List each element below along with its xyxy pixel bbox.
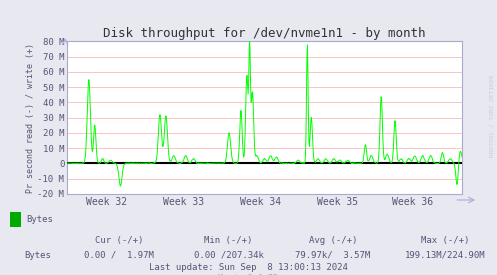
Text: 0.00 /  1.97M: 0.00 / 1.97M bbox=[84, 251, 154, 260]
Title: Disk throughput for /dev/nvme1n1 - by month: Disk throughput for /dev/nvme1n1 - by mo… bbox=[103, 27, 426, 40]
Text: Munin 2.0.73: Munin 2.0.73 bbox=[219, 274, 278, 275]
Text: Min (-/+): Min (-/+) bbox=[204, 236, 253, 245]
Text: Max (-/+): Max (-/+) bbox=[420, 236, 469, 245]
Text: Last update: Sun Sep  8 13:00:13 2024: Last update: Sun Sep 8 13:00:13 2024 bbox=[149, 263, 348, 272]
Text: 199.13M/224.90M: 199.13M/224.90M bbox=[405, 251, 485, 260]
Text: RRDTOOL / TOBI OETIKER: RRDTOOL / TOBI OETIKER bbox=[490, 74, 495, 157]
Text: 0.00 /207.34k: 0.00 /207.34k bbox=[194, 251, 263, 260]
Text: Bytes: Bytes bbox=[24, 251, 51, 260]
Text: Cur (-/+): Cur (-/+) bbox=[95, 236, 144, 245]
Y-axis label: Pr second read (-) / write (+): Pr second read (-) / write (+) bbox=[26, 43, 35, 192]
Text: 79.97k/  3.57M: 79.97k/ 3.57M bbox=[295, 251, 371, 260]
Text: Avg (-/+): Avg (-/+) bbox=[309, 236, 357, 245]
Text: Bytes: Bytes bbox=[26, 216, 53, 224]
